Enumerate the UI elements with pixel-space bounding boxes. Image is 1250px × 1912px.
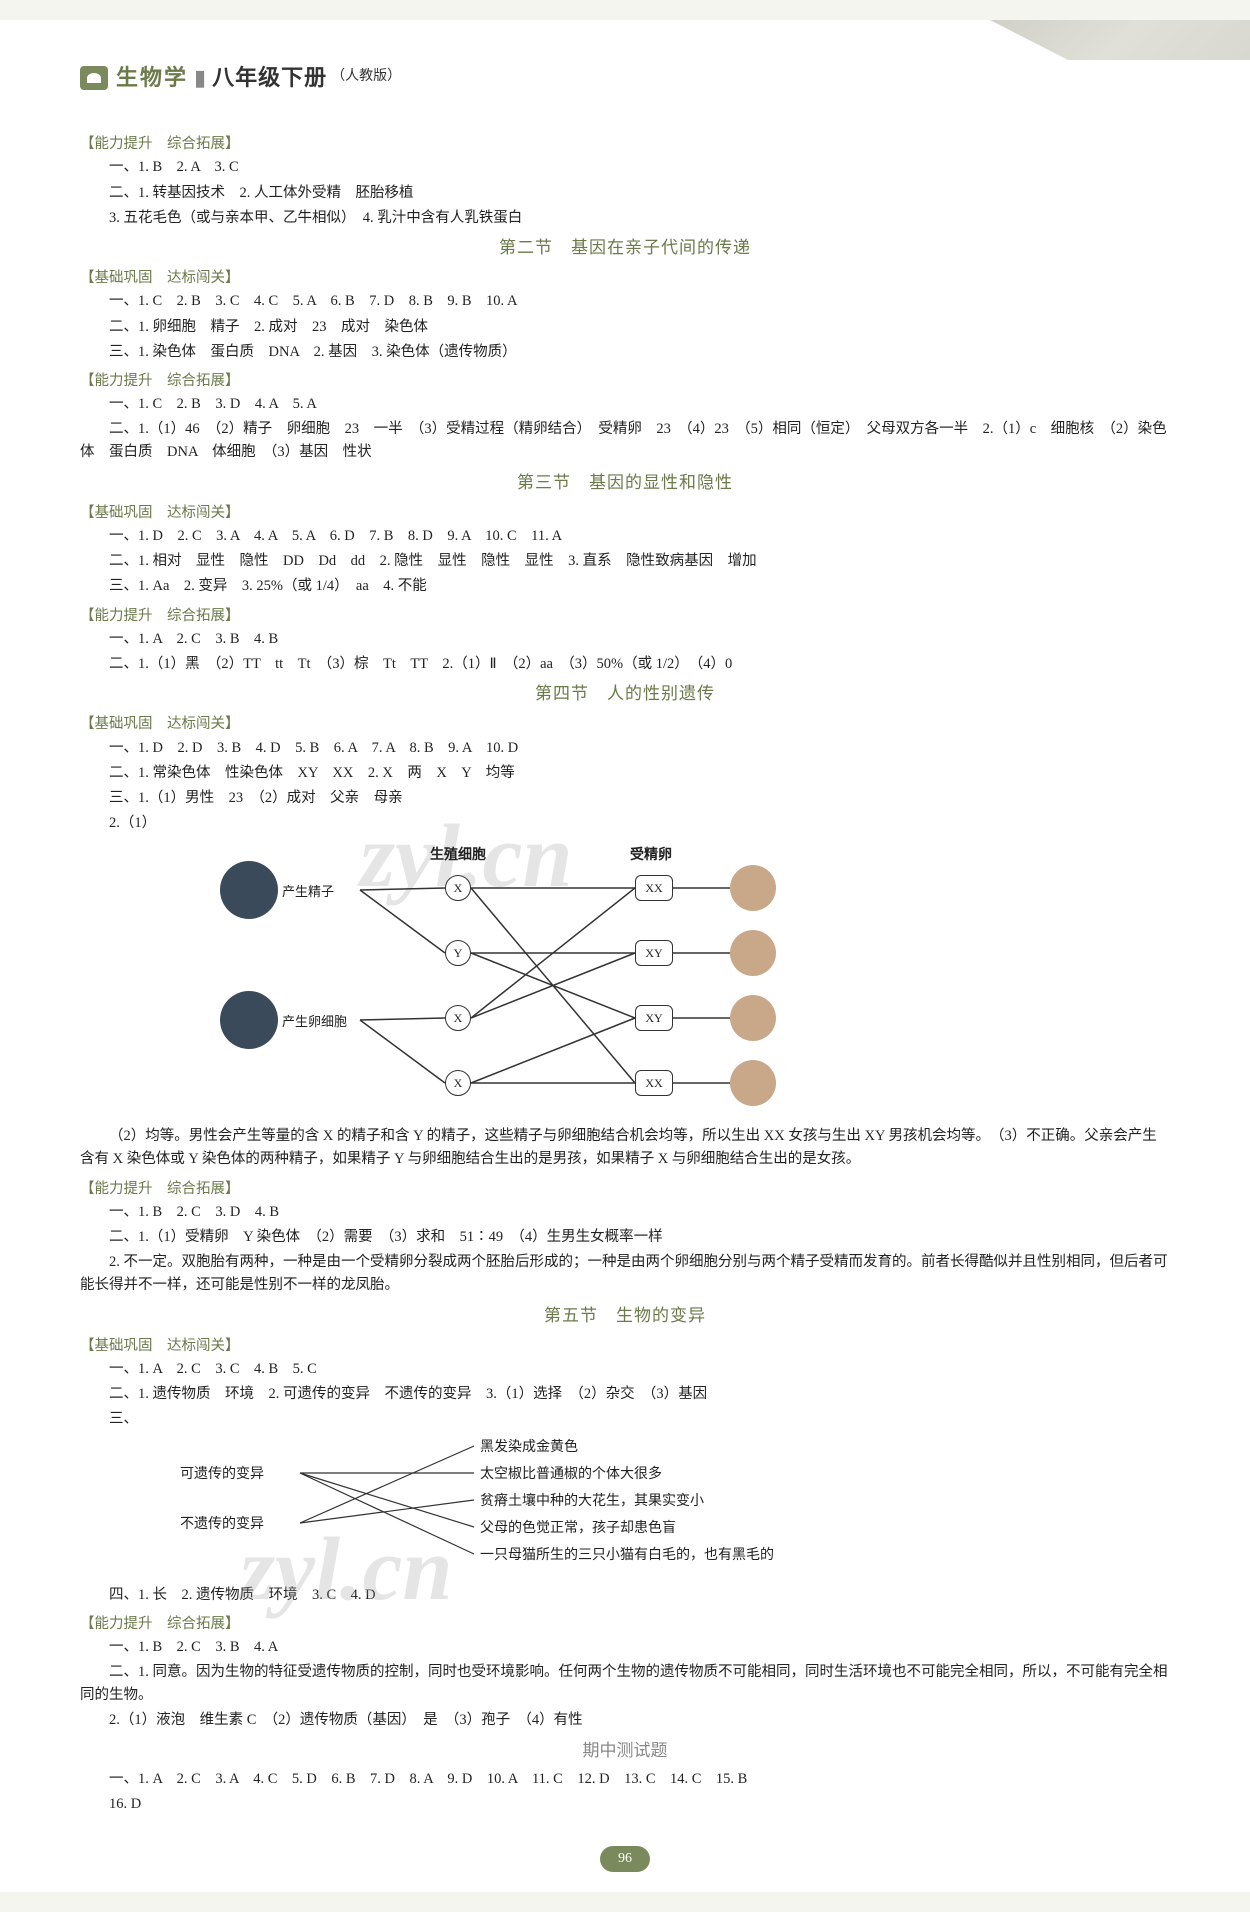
diagram-lines [120, 1438, 1020, 1578]
page-header: 生物学 ▮ 八年级下册 （人教版） [80, 60, 1170, 103]
header-divider: ▮ [194, 60, 206, 95]
answer-line: 三、 [80, 1408, 1170, 1431]
answer-line: 二、1.（1）46 （2）精子 卵细胞 23 一半 （3）受精过程（精卵结合） … [80, 418, 1170, 464]
answer-line: 一、1. B 2. A 3. C [80, 156, 1170, 179]
answer-line: 一、1. B 2. C 3. B 4. A [80, 1636, 1170, 1659]
diagram-lines [220, 845, 900, 1115]
bracket-heading: 【基础巩固 达标闯关】 [80, 267, 1170, 290]
answer-line: 三、1.（1）男性 23 （2）成对 父亲 母亲 [80, 787, 1170, 810]
header-decoration [990, 20, 1250, 60]
bracket-heading: 【基础巩固 达标闯关】 [80, 713, 1170, 736]
section-title: 第二节 基因在亲子代间的传递 [80, 234, 1170, 261]
answer-line: 一、1. D 2. D 3. B 4. D 5. B 6. A 7. A 8. … [80, 737, 1170, 760]
answer-line: 一、1. C 2. B 3. C 4. C 5. A 6. B 7. D 8. … [80, 290, 1170, 313]
sex-inheritance-diagram: zyl.cn生殖细胞受精卵产生精子产生卵细胞XYXXXXXYXYXX [220, 845, 900, 1115]
answer-line: 3. 五花毛色（或与亲本甲、乙牛相似） 4. 乳汁中含有人乳铁蛋白 [80, 207, 1170, 230]
subject-title: 生物学 [116, 60, 188, 95]
grade-title: 八年级下册 [212, 60, 327, 95]
section-title: 第三节 基因的显性和隐性 [80, 469, 1170, 496]
answer-line: 2. 不一定。双胞胎有两种，一种是由一个受精卵分裂成两个胚胎后形成的；一种是由两… [80, 1251, 1170, 1297]
bracket-heading: 【能力提升 综合拓展】 [80, 133, 1170, 156]
variation-mapping-diagram: 可遗传的变异不遗传的变异黑发染成金黄色太空椒比普通椒的个体大很多贫瘠土壤中种的大… [120, 1438, 1020, 1578]
answer-line: 一、1. B 2. C 3. D 4. B [80, 1201, 1170, 1224]
page-number-badge: 96 [600, 1846, 650, 1872]
bracket-heading: 【能力提升 综合拓展】 [80, 370, 1170, 393]
bracket-heading: 【能力提升 综合拓展】 [80, 605, 1170, 628]
answer-line: 二、1.（1）黑 （2）TT tt Tt （3）棕 Tt TT 2.（1）Ⅱ （… [80, 653, 1170, 676]
edition-label: （人教版） [331, 66, 401, 88]
answer-line: 二、1. 转基因技术 2. 人工体外受精 胚胎移植 [80, 182, 1170, 205]
answer-line: 二、1. 常染色体 性染色体 XY XX 2. X 两 X Y 均等 [80, 762, 1170, 785]
answer-line: 一、1. A 2. C 3. B 4. B [80, 628, 1170, 651]
answer-line: 二、1. 卵细胞 精子 2. 成对 23 成对 染色体 [80, 316, 1170, 339]
center-title: 期中测试题 [80, 1737, 1170, 1764]
bracket-heading: 【能力提升 综合拓展】 [80, 1613, 1170, 1636]
section-title: 第四节 人的性别遗传 [80, 680, 1170, 707]
answer-line: 2.（1） [80, 812, 1170, 835]
answer-line: 二、1. 遗传物质 环境 2. 可遗传的变异 不遗传的变异 3.（1）选择 （2… [80, 1383, 1170, 1406]
answer-line: 16. D [80, 1793, 1170, 1816]
answer-line: 一、1. D 2. C 3. A 4. A 5. A 6. D 7. B 8. … [80, 525, 1170, 548]
answer-line: 一、1. A 2. C 3. C 4. B 5. C [80, 1358, 1170, 1381]
answer-line: 四、1. 长 2. 遗传物质 环境 3. C 4. D [80, 1584, 1170, 1607]
bracket-heading: 【能力提升 综合拓展】 [80, 1178, 1170, 1201]
answer-line: 二、1. 同意。因为生物的特征受遗传物质的控制，同时也受环境影响。任何两个生物的… [80, 1661, 1170, 1707]
answer-line: 一、1. A 2. C 3. A 4. C 5. D 6. B 7. D 8. … [80, 1768, 1170, 1791]
section-title: 第五节 生物的变异 [80, 1302, 1170, 1329]
answer-line: 一、1. C 2. B 3. D 4. A 5. A [80, 393, 1170, 416]
content-body: 【能力提升 综合拓展】一、1. B 2. A 3. C 二、1. 转基因技术 2.… [80, 133, 1170, 1816]
leaf-icon [80, 66, 108, 90]
bracket-heading: 【基础巩固 达标闯关】 [80, 1335, 1170, 1358]
answer-paragraph: （2）均等。男性会产生等量的含 X 的精子和含 Y 的精子，这些精子与卵细胞结合… [80, 1125, 1170, 1171]
answer-line: 三、1. 染色体 蛋白质 DNA 2. 基因 3. 染色体（遗传物质） [80, 341, 1170, 364]
answer-line: 二、1.（1）受精卵 Y 染色体 （2）需要 （3）求和 51∶49 （4）生男… [80, 1226, 1170, 1249]
answer-line: 三、1. Aa 2. 变异 3. 25%（或 1/4） aa 4. 不能 [80, 575, 1170, 598]
answer-line: 2.（1）液泡 维生素 C （2）遗传物质（基因） 是 （3）孢子 （4）有性 [80, 1709, 1170, 1732]
bracket-heading: 【基础巩固 达标闯关】 [80, 502, 1170, 525]
page: 生物学 ▮ 八年级下册 （人教版） 【能力提升 综合拓展】一、1. B 2. A… [0, 20, 1250, 1892]
answer-line: 二、1. 相对 显性 隐性 DD Dd dd 2. 隐性 显性 隐性 显性 3.… [80, 550, 1170, 573]
